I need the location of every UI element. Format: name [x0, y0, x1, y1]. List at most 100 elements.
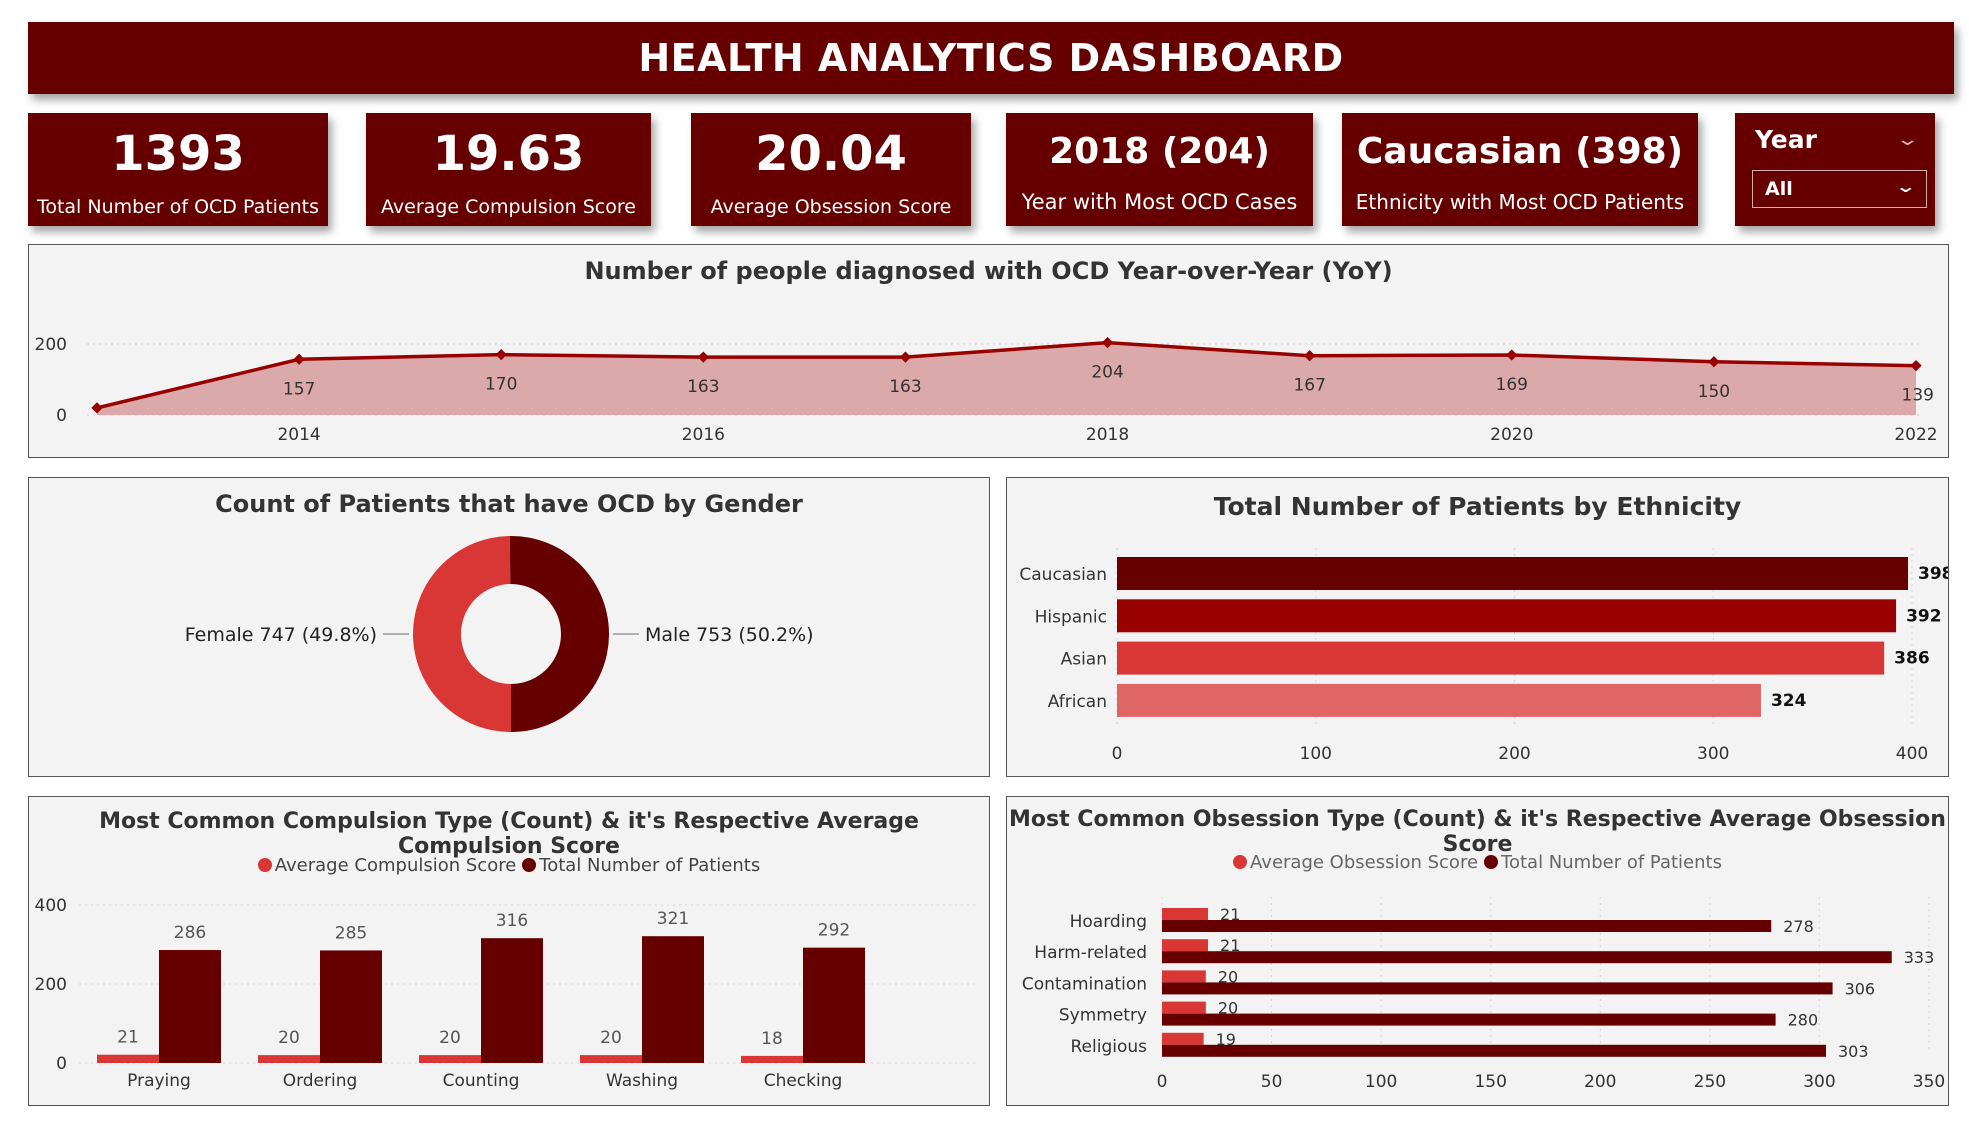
- dashboard-title-bar: HEALTH ANALYTICS DASHBOARD: [28, 22, 1954, 94]
- category-label: Contamination: [1022, 974, 1147, 994]
- data-label: 280: [1788, 1011, 1819, 1030]
- ethnicity-chart-panel: Total Number of Patients by Ethnicity 0 1…: [1006, 477, 1949, 777]
- kpi-label: Total Number of OCD Patients: [36, 196, 320, 218]
- bar-score: [419, 1055, 481, 1063]
- kpi-label: Average Compulsion Score: [381, 196, 636, 218]
- data-label: 169: [1496, 375, 1528, 395]
- compulsion-legend: Average Compulsion Score Total Number of …: [29, 855, 989, 876]
- data-label: 163: [687, 377, 719, 397]
- legend-dot-score: [1233, 855, 1248, 869]
- bar-score: [1162, 908, 1209, 920]
- data-label: 316: [496, 911, 528, 931]
- year-slicer: Year ⌄ All ⌄: [1735, 113, 1935, 226]
- x-tick-label: 2022: [1894, 425, 1937, 445]
- data-label: 292: [818, 921, 850, 941]
- data-point: [1708, 356, 1720, 368]
- legend-label-count: Total Number of Patients: [1501, 852, 1722, 873]
- x-tick-label: 2020: [1490, 425, 1533, 445]
- bar: [1117, 683, 1761, 717]
- x-tick-label: 400: [1896, 744, 1928, 764]
- bar-score: [1162, 1032, 1204, 1045]
- bar-score: [1162, 1001, 1206, 1014]
- x-tick-label: 2016: [682, 425, 725, 445]
- compulsion-chart-title: Most Common Compulsion Type (Count) & it…: [99, 809, 919, 859]
- x-tick-label: 200: [1584, 1072, 1616, 1092]
- kpi-value: 20.04: [755, 126, 907, 182]
- yoy-chart-panel: Number of people diagnosed with OCD Year…: [28, 244, 1949, 458]
- year-dropdown-value: All: [1765, 178, 1793, 200]
- category-label: Hoarding: [1070, 912, 1147, 932]
- legend-label-score: Average Obsession Score: [1250, 852, 1479, 873]
- data-label: 167: [1293, 376, 1325, 396]
- series-line: [96, 340, 1917, 410]
- data-point: [1506, 349, 1518, 361]
- data-label: 204: [1091, 363, 1123, 383]
- x-tick-label: 2014: [277, 425, 320, 445]
- category-label: Harm-related: [1034, 943, 1147, 963]
- data-point: [1910, 359, 1922, 372]
- year-dropdown[interactable]: All ⌄: [1752, 170, 1927, 208]
- category-label: African: [1048, 692, 1107, 712]
- bar-score: [580, 1055, 642, 1063]
- bar-count: [320, 950, 382, 1063]
- data-label: 163: [889, 377, 921, 397]
- kpi-card-top-ethnicity: Caucasian (398) Ethnicity with Most OCD …: [1342, 113, 1698, 226]
- yoy-chart-title: Number of people diagnosed with OCD Year…: [584, 257, 1393, 285]
- compulsion-chart-panel: Most Common Compulsion Type (Count) & it…: [28, 796, 990, 1106]
- data-label: 386: [1894, 649, 1930, 669]
- category-label: Ordering: [283, 1071, 358, 1091]
- category-label: Praying: [127, 1071, 191, 1091]
- x-tick-label: 100: [1365, 1072, 1397, 1092]
- data-label: 139: [1902, 386, 1934, 406]
- slicer-title: Year: [1755, 125, 1817, 154]
- chevron-down-icon: ⌄: [1894, 177, 1917, 196]
- y-tick-label: 200: [35, 335, 67, 355]
- data-label: 333: [1904, 948, 1935, 967]
- data-label: 19: [1216, 1030, 1236, 1049]
- category-label: Symmetry: [1059, 1006, 1147, 1026]
- kpi-card-top-year: 2018 (204) Year with Most OCD Cases: [1006, 113, 1313, 226]
- bar: [1117, 599, 1897, 633]
- y-tick-label: 400: [35, 896, 67, 916]
- bar-score: [97, 1054, 159, 1063]
- bar-count: [1162, 1044, 1827, 1057]
- data-label: 285: [335, 923, 367, 943]
- data-label: 303: [1838, 1042, 1869, 1061]
- bar-count: [803, 947, 865, 1063]
- kpi-card-avg-compulsion: 19.63 Average Compulsion Score: [366, 113, 651, 226]
- data-label: 170: [485, 375, 517, 395]
- kpi-label: Average Obsession Score: [710, 196, 952, 218]
- donut-slice: [412, 536, 511, 732]
- donut-slice: [509, 536, 609, 732]
- kpi-card-avg-obsession: 20.04 Average Obsession Score: [691, 113, 971, 226]
- data-label: 392: [1906, 606, 1942, 626]
- kpi-label: Ethnicity with Most OCD Patients: [1355, 190, 1685, 214]
- category-label: Religious: [1071, 1037, 1148, 1057]
- data-label: 321: [657, 909, 689, 929]
- kpi-card-total-patients: 1393 Total Number of OCD Patients: [28, 113, 328, 226]
- dashboard-title: HEALTH ANALYTICS DASHBOARD: [638, 36, 1344, 80]
- kpi-value: 19.63: [432, 126, 585, 182]
- category-label: Counting: [443, 1071, 520, 1091]
- data-label: 306: [1845, 979, 1876, 998]
- bar-score: [258, 1055, 320, 1063]
- x-tick-label: 50: [1261, 1072, 1283, 1092]
- data-label: 21: [1220, 905, 1240, 924]
- category-label: Asian: [1061, 650, 1107, 670]
- bar: [1117, 641, 1885, 675]
- collapse-chevron-icon[interactable]: ⌄: [1895, 129, 1920, 150]
- area-fill: [97, 342, 1916, 415]
- bar-score: [1162, 939, 1209, 952]
- kpi-value: 2018 (204): [1049, 131, 1270, 172]
- bar-score: [1162, 970, 1206, 983]
- ethnicity-chart-title: Total Number of Patients by Ethnicity: [1213, 492, 1742, 521]
- data-label: 286: [174, 923, 206, 943]
- x-tick-label: 0: [1112, 744, 1123, 764]
- bar-count: [159, 950, 221, 1063]
- legend-label-score: Average Compulsion Score: [274, 855, 517, 876]
- x-tick-label: 0: [1157, 1072, 1168, 1092]
- kpi-label: Year with Most OCD Cases: [1021, 190, 1298, 214]
- x-tick-label: 250: [1694, 1072, 1726, 1092]
- data-label: 157: [283, 379, 315, 399]
- slice-label: Female 747 (49.8%): [185, 624, 377, 646]
